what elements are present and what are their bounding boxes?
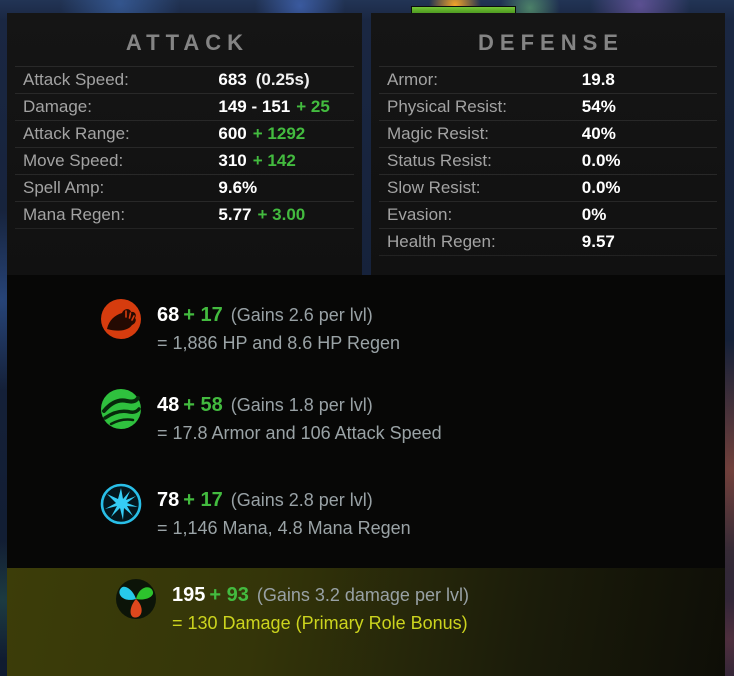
stat-value: 0.0%: [581, 178, 621, 197]
defense-stats-panel: DEFENSE Armor: 19.8 Physical Resist: 54%…: [371, 13, 725, 275]
stat-row-attack-range: Attack Range: 600 + 1292: [15, 120, 354, 147]
strength-bonus-value: + 17: [183, 304, 223, 326]
attack-stats-panel: ATTACK Attack Speed: 683 (0.25s) Damage: …: [7, 13, 362, 275]
stat-row-move-speed: Move Speed: 310 + 142: [15, 147, 354, 174]
strength-icon: [100, 298, 142, 340]
attribute-row-agility: 48 + 58 (Gains 1.8 per lvl) = 17.8 Armor a…: [100, 388, 442, 446]
intelligence-summary-text: = 1,146 Mana, 4.8 Mana Regen: [157, 518, 411, 538]
stat-label: Magic Resist:: [387, 124, 490, 143]
defense-rows: Armor: 19.8 Physical Resist: 54% Magic R…: [371, 66, 725, 256]
stat-label: Armor:: [387, 70, 438, 89]
stat-value: 0%: [581, 205, 607, 224]
stat-row-magic-resist: Magic Resist: 40%: [379, 120, 717, 147]
stat-bonus: + 142: [252, 151, 296, 170]
stat-value: 600: [218, 124, 247, 143]
universal-base-value: 195: [172, 584, 206, 606]
stat-row-health-regen: Health Regen: 9.57: [379, 228, 717, 256]
stat-label: Physical Resist:: [387, 97, 507, 116]
stat-value: 149 - 151: [218, 97, 291, 116]
attribute-row-strength: 68 + 17 (Gains 2.6 per lvl) = 1,886 HP and…: [100, 298, 400, 356]
attribute-row-universal: 195 + 93 (Gains 3.2 damage per lvl) = 130 …: [115, 578, 469, 636]
stat-row-evasion: Evasion: 0%: [379, 201, 717, 228]
stat-label: Evasion:: [387, 205, 453, 224]
stat-label: Move Speed:: [23, 151, 124, 170]
strength-base-value: 68: [157, 304, 180, 326]
stat-label: Mana Regen:: [23, 205, 126, 224]
universal-icon: [115, 578, 157, 620]
stat-row-mana-regen: Mana Regen: 5.77 + 3.00: [15, 201, 354, 229]
strength-gain-text: (Gains 2.6 per lvl): [230, 305, 373, 325]
agility-bonus-value: + 58: [183, 394, 223, 416]
agility-summary-text: = 17.8 Armor and 106 Attack Speed: [157, 423, 442, 443]
attack-rows: Attack Speed: 683 (0.25s) Damage: 149 - 1…: [7, 66, 362, 229]
universal-gain-text: (Gains 3.2 damage per lvl): [256, 585, 469, 605]
stat-row-physical-resist: Physical Resist: 54%: [379, 93, 717, 120]
stat-row-armor: Armor: 19.8: [379, 66, 717, 93]
intelligence-gain-text: (Gains 2.8 per lvl): [230, 490, 373, 510]
stat-bonus: + 3.00: [257, 205, 306, 224]
stat-value: 5.77: [218, 205, 252, 224]
stat-label: Damage:: [23, 97, 92, 116]
stat-value: 683: [218, 70, 247, 89]
stat-bonus: + 25: [296, 97, 330, 116]
attributes-section: 68 + 17 (Gains 2.6 per lvl) = 1,886 HP and…: [7, 275, 725, 676]
strength-summary-text: = 1,886 HP and 8.6 HP Regen: [157, 333, 401, 353]
stat-value: 19.8: [581, 70, 615, 89]
agility-icon: [100, 388, 142, 430]
stat-row-attack-speed: Attack Speed: 683 (0.25s): [15, 66, 354, 93]
stat-label: Spell Amp:: [23, 178, 105, 197]
stat-value: 310: [218, 151, 247, 170]
universal-summary-text: = 130 Damage (Primary Role Bonus): [172, 613, 468, 633]
agility-base-value: 48: [157, 394, 180, 416]
stat-value: 54%: [581, 97, 616, 116]
stat-extra: (0.25s): [255, 70, 310, 89]
stat-value: 9.6%: [218, 178, 258, 197]
stat-row-status-resist: Status Resist: 0.0%: [379, 147, 717, 174]
intelligence-icon: [100, 483, 142, 525]
stat-bonus: + 1292: [252, 124, 306, 143]
attribute-row-intelligence: 78 + 17 (Gains 2.8 per lvl) = 1,146 Mana, …: [100, 483, 411, 541]
stat-label: Attack Speed:: [23, 70, 129, 89]
intelligence-bonus-value: + 17: [183, 489, 223, 511]
intelligence-base-value: 78: [157, 489, 180, 511]
attack-panel-title: ATTACK: [125, 30, 250, 55]
stat-row-spell-amp: Spell Amp: 9.6%: [15, 174, 354, 201]
stat-label: Slow Resist:: [387, 178, 481, 197]
stat-value: 9.57: [581, 232, 615, 251]
universal-bonus-value: + 93: [209, 584, 249, 606]
stat-label: Health Regen:: [387, 232, 496, 251]
defense-panel-title: DEFENSE: [478, 30, 624, 55]
stat-row-damage: Damage: 149 - 151 + 25: [15, 93, 354, 120]
stat-label: Attack Range:: [23, 124, 130, 143]
stat-value: 40%: [581, 124, 616, 143]
agility-gain-text: (Gains 1.8 per lvl): [230, 395, 373, 415]
stat-label: Status Resist:: [387, 151, 492, 170]
stat-value: 0.0%: [581, 151, 621, 170]
stat-row-slow-resist: Slow Resist: 0.0%: [379, 174, 717, 201]
